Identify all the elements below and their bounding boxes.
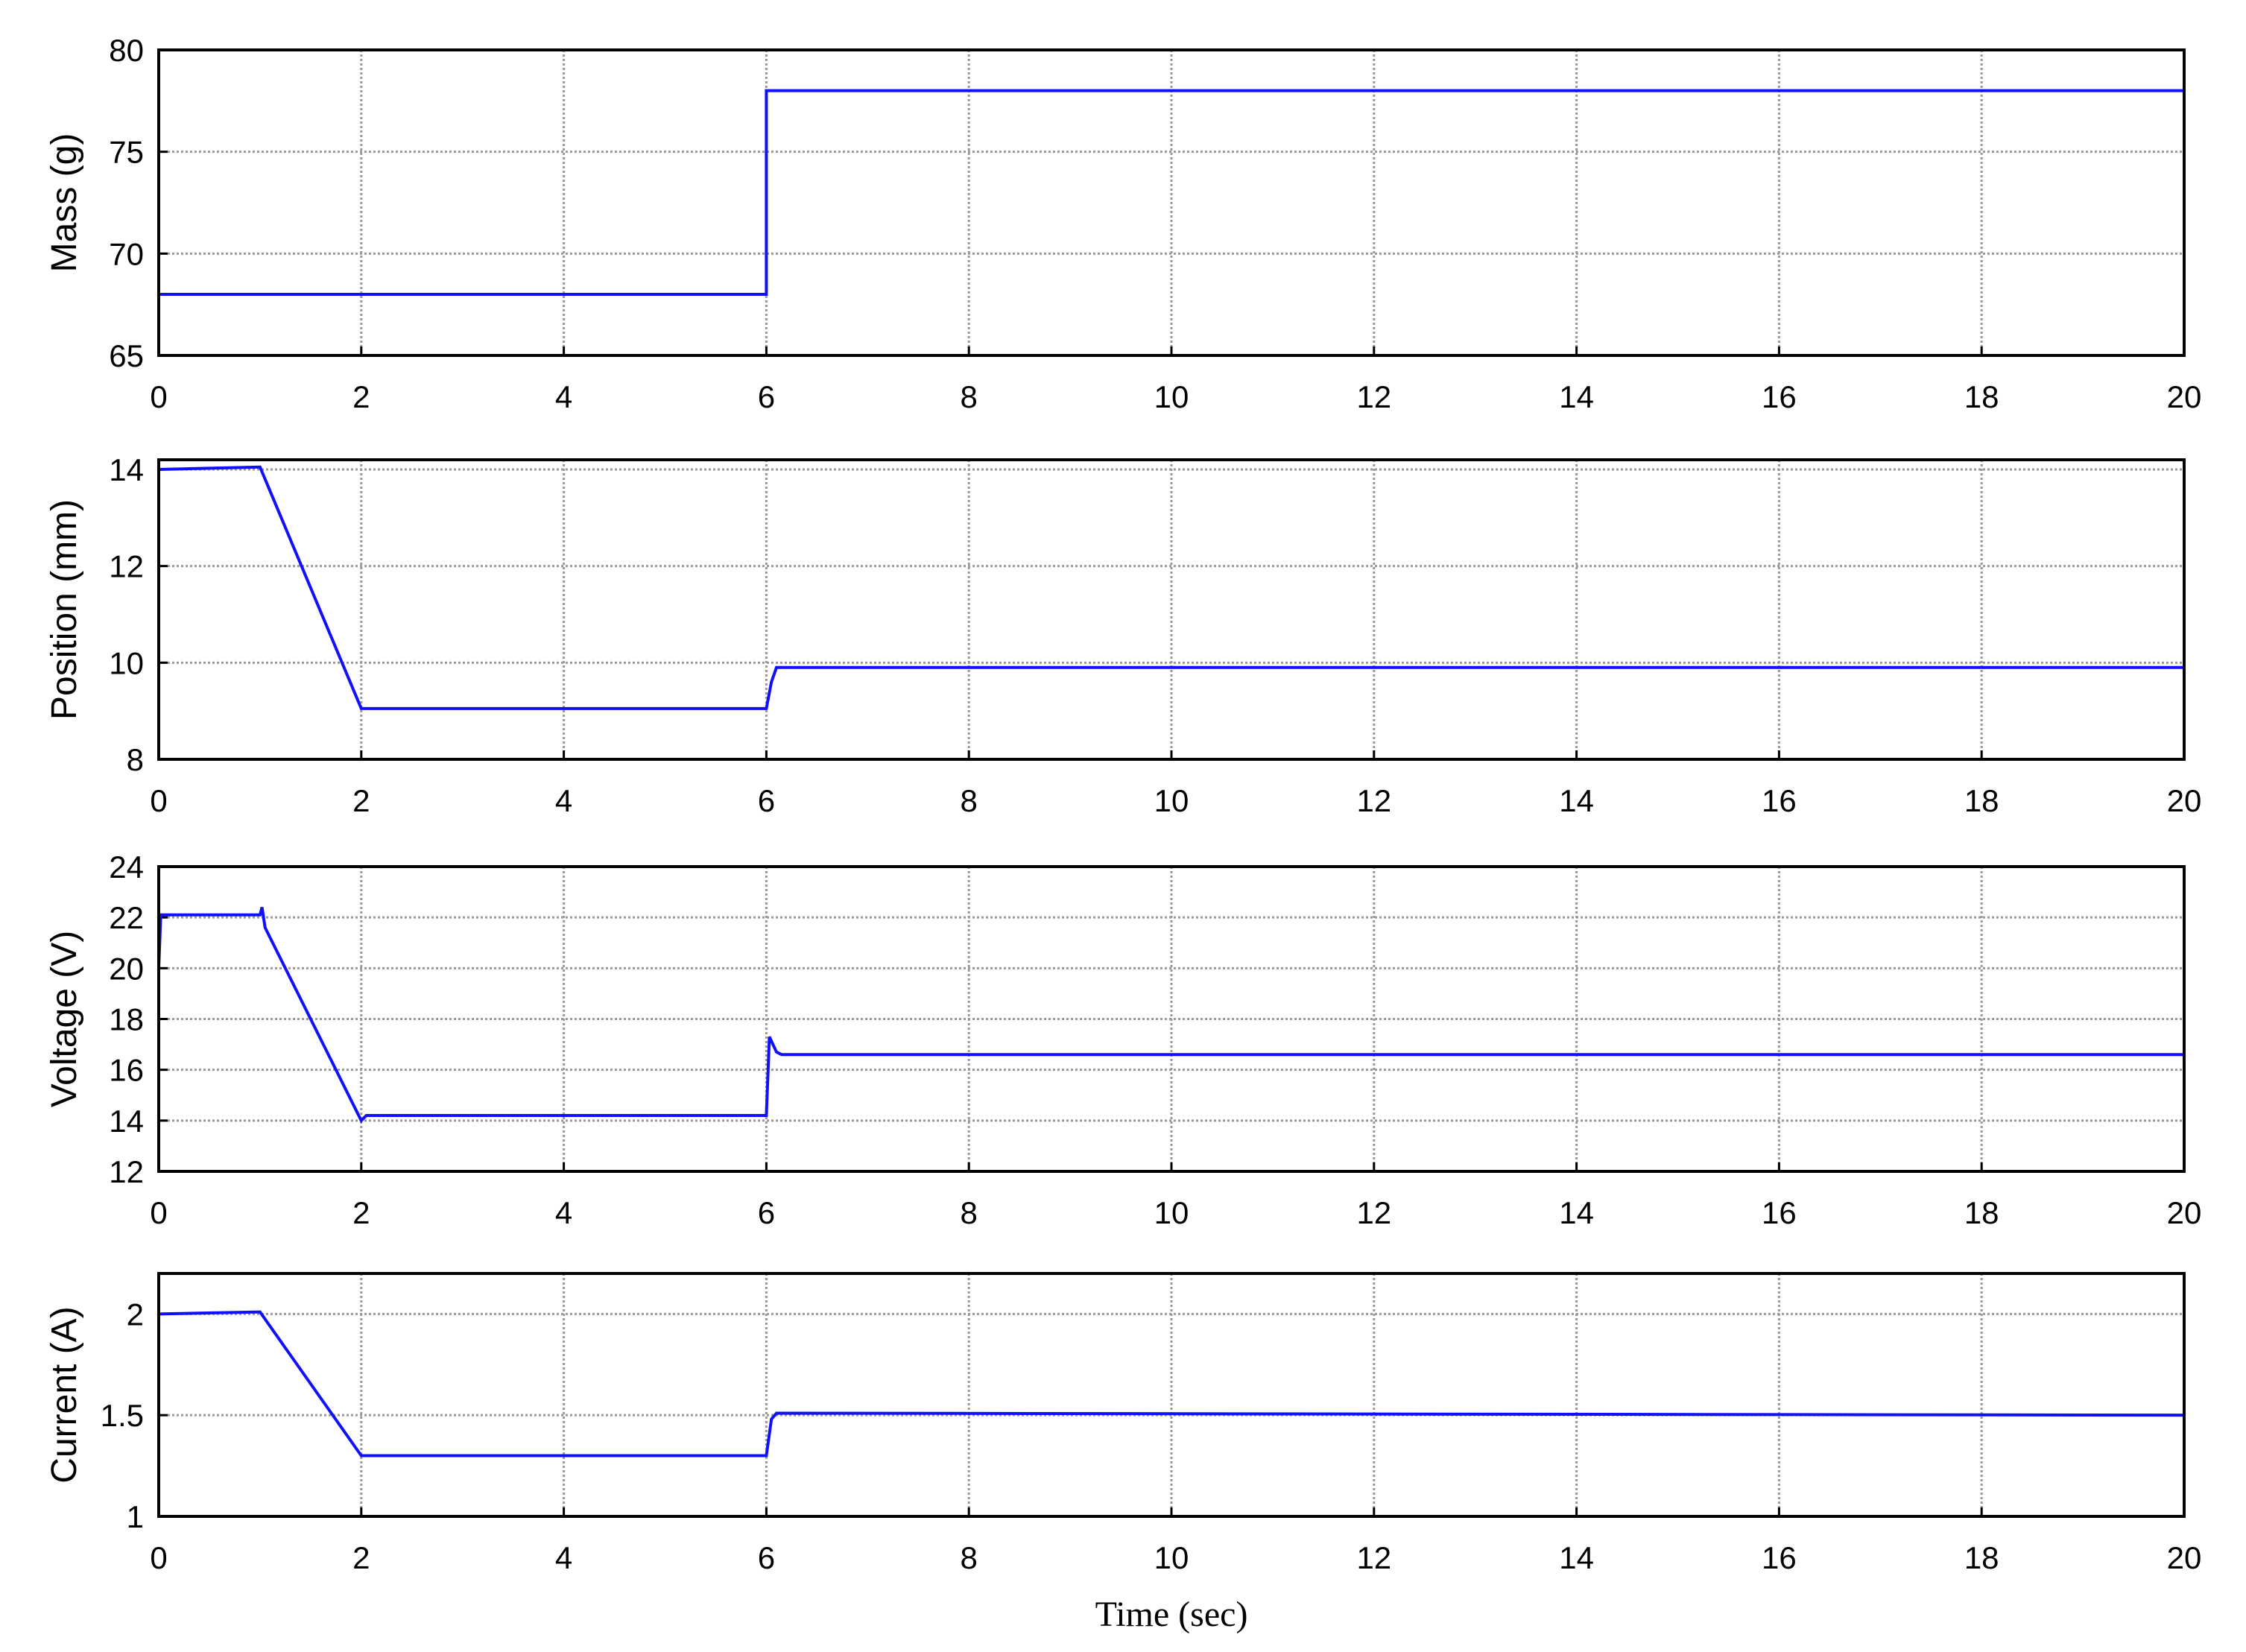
y-tick-label: 70 [109,236,144,271]
x-tick-label: 14 [1559,1195,1594,1230]
y-axis-label: Mass (g) [45,133,84,273]
y-axis-label: Current (A) [45,1306,84,1483]
data-line [159,89,2184,296]
y-tick-label: 24 [109,849,144,884]
y-tick-label: 18 [109,1002,144,1037]
x-tick-label: 10 [1154,1195,1189,1230]
x-tick-label: 4 [555,783,572,818]
y-tick-label: 8 [127,742,144,777]
x-tick-label: 6 [758,1195,775,1230]
x-tick-label: 2 [352,1540,370,1575]
x-tick-label: 20 [2167,379,2202,414]
x-tick-label: 20 [2167,1195,2202,1230]
y-tick-label: 10 [109,645,144,680]
x-tick-label: 16 [1762,1540,1797,1575]
x-tick-label: 16 [1762,783,1797,818]
x-tick-label: 12 [1356,1195,1391,1230]
x-tick-label: 8 [961,783,978,818]
x-tick-label: 18 [1964,1195,1999,1230]
y-tick-label: 22 [109,900,144,935]
data-line [157,907,2184,1124]
x-tick-label: 18 [1964,783,1999,818]
x-tick-label: 0 [150,379,167,414]
x-tick-label: 2 [352,1195,370,1230]
y-axis-label: Voltage (V) [45,931,84,1107]
data-line [158,1310,2185,1458]
y-tick-label: 16 [109,1053,144,1088]
x-tick-label: 8 [961,1195,978,1230]
x-tick-label: 10 [1154,379,1189,414]
x-tick-label: 2 [352,783,370,818]
x-tick-label: 0 [150,1540,167,1575]
y-tick-label: 1.5 [101,1398,144,1433]
x-tick-label: 10 [1154,783,1189,818]
y-tick-label: 75 [109,135,144,170]
x-tick-label: 10 [1154,1540,1189,1575]
x-tick-label: 2 [352,379,370,414]
x-tick-label: 4 [555,1540,572,1575]
plot-frame [157,865,2186,1173]
x-tick-label: 8 [961,1540,978,1575]
x-tick-label: 6 [758,379,775,414]
y-tick-label: 20 [109,951,144,986]
y-tick-label: 1 [127,1499,144,1534]
plot-frame [157,48,2186,357]
x-tick-label: 12 [1356,1540,1391,1575]
y-tick-label: 14 [109,1104,144,1139]
y-axis-label: Position (mm) [45,499,84,720]
y-tick-label: 2 [127,1297,144,1332]
x-tick-label: 12 [1356,783,1391,818]
x-tick-label: 8 [961,379,978,414]
x-tick-label: 0 [150,783,167,818]
x-tick-label: 16 [1762,379,1797,414]
x-tick-label: 14 [1559,1540,1594,1575]
x-tick-label: 18 [1964,1540,1999,1575]
x-tick-label: 4 [555,379,572,414]
data-line [158,465,2184,710]
x-tick-label: 0 [150,1195,167,1230]
plot-frame [157,1272,2186,1518]
x-tick-label: 12 [1356,379,1391,414]
y-tick-label: 65 [109,338,144,373]
x-tick-label: 6 [758,783,775,818]
y-tick-label: 80 [109,33,144,68]
x-tick-label: 14 [1559,783,1594,818]
y-tick-label: 12 [109,549,144,584]
x-tick-label: 16 [1762,1195,1797,1230]
y-tick-label: 12 [109,1154,144,1189]
plot-frame [157,458,2186,761]
y-tick-label: 14 [109,452,144,487]
x-tick-label: 18 [1964,379,1999,414]
x-tick-label: 14 [1559,379,1594,414]
x-tick-label: 20 [2167,783,2202,818]
x-axis-label: Time (sec) [1095,1595,1248,1634]
x-tick-label: 4 [555,1195,572,1230]
x-tick-label: 20 [2167,1540,2202,1575]
x-tick-label: 6 [758,1540,775,1575]
